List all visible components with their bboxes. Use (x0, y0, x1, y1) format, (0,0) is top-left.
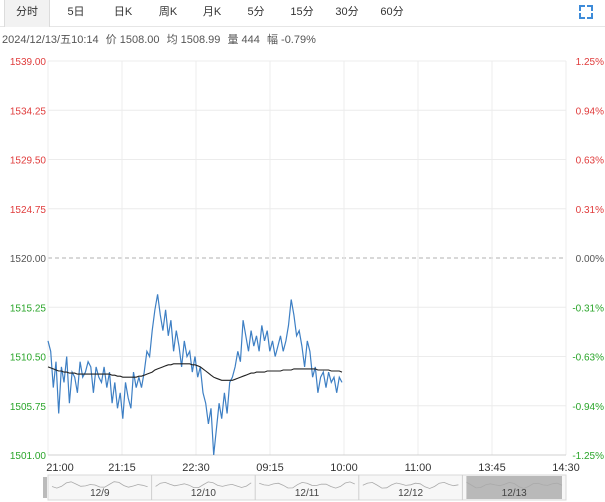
info-datetime: 2024/12/13/五10:14 (2, 34, 99, 46)
tab-intraday[interactable]: 分时 (4, 0, 50, 27)
x-tick-label: 09:15 (256, 462, 284, 474)
y-tick-label-left: 1529.50 (10, 156, 47, 167)
tab-5min[interactable]: 5分 (247, 6, 265, 18)
avg-price-line (47, 363, 343, 381)
navigator-day-label: 12/10 (191, 488, 216, 499)
x-tick-label: 13:45 (478, 462, 506, 474)
navigator-day-label: 12/13 (502, 488, 527, 499)
y-tick-label-left: 1515.25 (10, 303, 47, 314)
navigator-day-label: 12/12 (398, 488, 423, 499)
navigator-day-label: 12/11 (295, 488, 320, 499)
info-avg: 均 1508.99 (166, 34, 221, 46)
x-tick-label: 14:30 (552, 462, 580, 474)
tab-30min[interactable]: 30分 (335, 6, 359, 18)
x-tick-label: 22:30 (182, 462, 210, 474)
quote-info-bar: 2024/12/13/五10:14 价 1508.00 均 1508.99 量 … (2, 31, 320, 47)
y-tick-label-left: 1520.00 (10, 254, 47, 265)
period-tabs: 分时 5日 日K 周K 月K 5分 15分 30分 60分 (0, 0, 605, 27)
y-tick-label-right: 0.31% (576, 205, 604, 216)
y-tick-label-right: 0.94% (576, 106, 604, 117)
y-tick-label-right: -1.25% (572, 451, 604, 462)
x-tick-label: 21:00 (46, 462, 74, 474)
y-tick-label-left: 1501.00 (10, 451, 47, 462)
y-tick-label-right: 0.00% (576, 254, 604, 265)
navigator-sparkline (362, 481, 459, 489)
y-tick-label-left: 1524.75 (10, 205, 47, 216)
navigator-sparkline (155, 481, 252, 488)
tab-weekly-k[interactable]: 周K (158, 6, 178, 18)
y-tick-label-left: 1510.50 (10, 353, 47, 364)
tab-daily-k[interactable]: 日K (113, 6, 133, 18)
x-tick-label: 21:15 (108, 462, 136, 474)
info-price: 价 1508.00 (105, 34, 160, 46)
fullscreen-icon[interactable] (579, 5, 593, 19)
y-tick-label-right: 0.63% (576, 156, 604, 167)
y-tick-label-left: 1534.25 (10, 106, 47, 117)
x-tick-label: 11:00 (405, 462, 432, 474)
info-volume: 量 444 (227, 34, 260, 46)
tab-monthly-k[interactable]: 月K (202, 6, 222, 18)
y-tick-label-right: -0.31% (572, 303, 604, 314)
navigator-day-label: 12/9 (90, 488, 110, 499)
navigator-sparkline (259, 481, 355, 489)
tab-15min[interactable]: 15分 (290, 6, 314, 18)
navigator-sparkline (466, 481, 563, 489)
y-tick-label-right: -0.94% (572, 402, 604, 413)
tab-5day[interactable]: 5日 (67, 6, 85, 18)
x-tick-label: 10:00 (330, 462, 358, 474)
navigator-sparkline (51, 481, 148, 489)
y-tick-label-right: 1.25% (576, 57, 604, 68)
navigator-left-handle[interactable] (43, 477, 47, 498)
y-tick-label-left: 1539.00 (10, 57, 47, 68)
price-line (47, 294, 343, 456)
tab-60min[interactable]: 60分 (380, 6, 404, 18)
y-tick-label-left: 1505.75 (10, 402, 47, 413)
info-change: 幅 -0.79% (266, 34, 316, 46)
navigator-selection[interactable] (466, 476, 562, 499)
y-tick-label-right: -0.63% (572, 353, 604, 364)
